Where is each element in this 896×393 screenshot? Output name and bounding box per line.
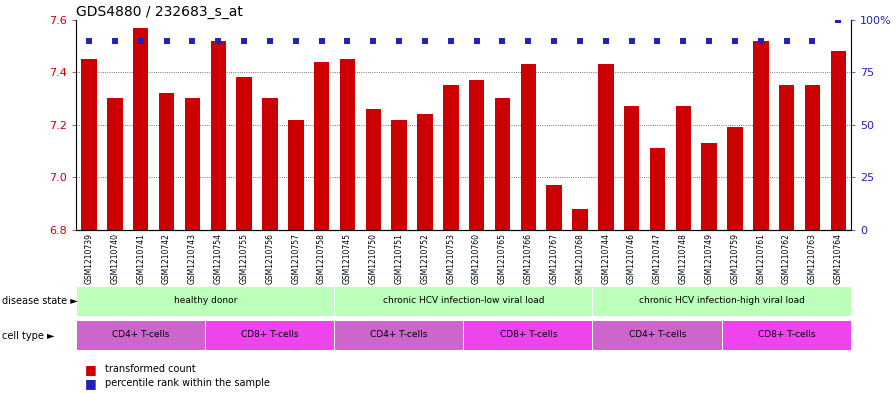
Bar [206,321,334,351]
Text: CD4+ T-cells: CD4+ T-cells [112,331,169,340]
Text: GSM1210752: GSM1210752 [420,233,429,284]
Text: GSM1210744: GSM1210744 [601,233,610,285]
Bar [159,93,175,230]
Bar [82,59,97,230]
Bar [133,28,149,230]
Bar [728,127,743,230]
Text: transformed count: transformed count [105,364,195,375]
Bar [366,109,381,230]
Text: GSM1210768: GSM1210768 [575,233,584,284]
Bar [108,99,123,230]
Text: GSM1210765: GSM1210765 [498,233,507,285]
Bar [676,107,691,230]
Bar [805,85,820,230]
Bar [495,99,510,230]
Text: GSM1210762: GSM1210762 [782,233,791,284]
Bar [624,107,640,230]
Text: GSM1210739: GSM1210739 [84,233,93,285]
Bar [77,321,205,351]
Bar [593,321,721,351]
Text: GSM1210746: GSM1210746 [627,233,636,285]
Text: CD8+ T-cells: CD8+ T-cells [758,331,815,340]
Text: CD4+ T-cells: CD4+ T-cells [370,331,427,340]
Bar [185,99,200,230]
Bar [443,85,459,230]
Bar [335,286,592,316]
Text: GSM1210743: GSM1210743 [188,233,197,285]
Bar [340,59,355,230]
Text: GSM1210758: GSM1210758 [317,233,326,284]
Text: GSM1210757: GSM1210757 [291,233,300,285]
Bar [779,85,795,230]
Text: percentile rank within the sample: percentile rank within the sample [105,378,270,388]
Bar [464,321,592,351]
Text: GSM1210753: GSM1210753 [446,233,455,285]
Text: GSM1210766: GSM1210766 [524,233,533,285]
Text: GSM1210760: GSM1210760 [472,233,481,285]
Bar [702,143,717,230]
Bar [521,64,536,230]
Text: GSM1210749: GSM1210749 [704,233,713,285]
Text: GDS4880 / 232683_s_at: GDS4880 / 232683_s_at [76,5,243,18]
Text: cell type ►: cell type ► [2,331,55,341]
Text: GSM1210759: GSM1210759 [730,233,739,285]
Text: CD8+ T-cells: CD8+ T-cells [499,331,557,340]
Text: GSM1210741: GSM1210741 [136,233,145,284]
Bar [288,119,304,230]
Bar [547,185,562,230]
Text: healthy donor: healthy donor [174,296,237,305]
Bar [263,99,278,230]
Bar [753,41,769,230]
Text: chronic HCV infection-low viral load: chronic HCV infection-low viral load [383,296,545,305]
Text: chronic HCV infection-high viral load: chronic HCV infection-high viral load [639,296,805,305]
Bar [77,286,334,316]
Text: ■: ■ [85,376,97,390]
Text: GSM1210755: GSM1210755 [239,233,248,285]
Text: GSM1210748: GSM1210748 [679,233,688,284]
Text: GSM1210751: GSM1210751 [394,233,403,284]
Text: GSM1210745: GSM1210745 [343,233,352,285]
Text: GSM1210742: GSM1210742 [162,233,171,284]
Text: CD8+ T-cells: CD8+ T-cells [241,331,298,340]
Text: GSM1210761: GSM1210761 [756,233,765,284]
Bar [392,119,407,230]
Text: GSM1210756: GSM1210756 [265,233,274,285]
Text: GSM1210747: GSM1210747 [653,233,662,285]
Text: GSM1210764: GSM1210764 [834,233,843,285]
Bar [650,149,665,230]
Text: ■: ■ [85,363,97,376]
Text: GSM1210754: GSM1210754 [214,233,223,285]
Bar [593,286,850,316]
Text: GSM1210740: GSM1210740 [110,233,119,285]
Bar [469,80,485,230]
Bar [211,41,226,230]
Bar [314,62,330,230]
Bar [335,321,463,351]
Text: GSM1210750: GSM1210750 [369,233,378,285]
Bar [573,209,588,230]
Text: GSM1210767: GSM1210767 [549,233,558,285]
Bar [722,321,850,351]
Bar [831,51,846,230]
Text: GSM1210763: GSM1210763 [808,233,817,285]
Bar [598,64,614,230]
Bar [418,114,433,230]
Text: disease state ►: disease state ► [2,296,78,307]
Bar [237,77,252,230]
Text: CD4+ T-cells: CD4+ T-cells [629,331,686,340]
